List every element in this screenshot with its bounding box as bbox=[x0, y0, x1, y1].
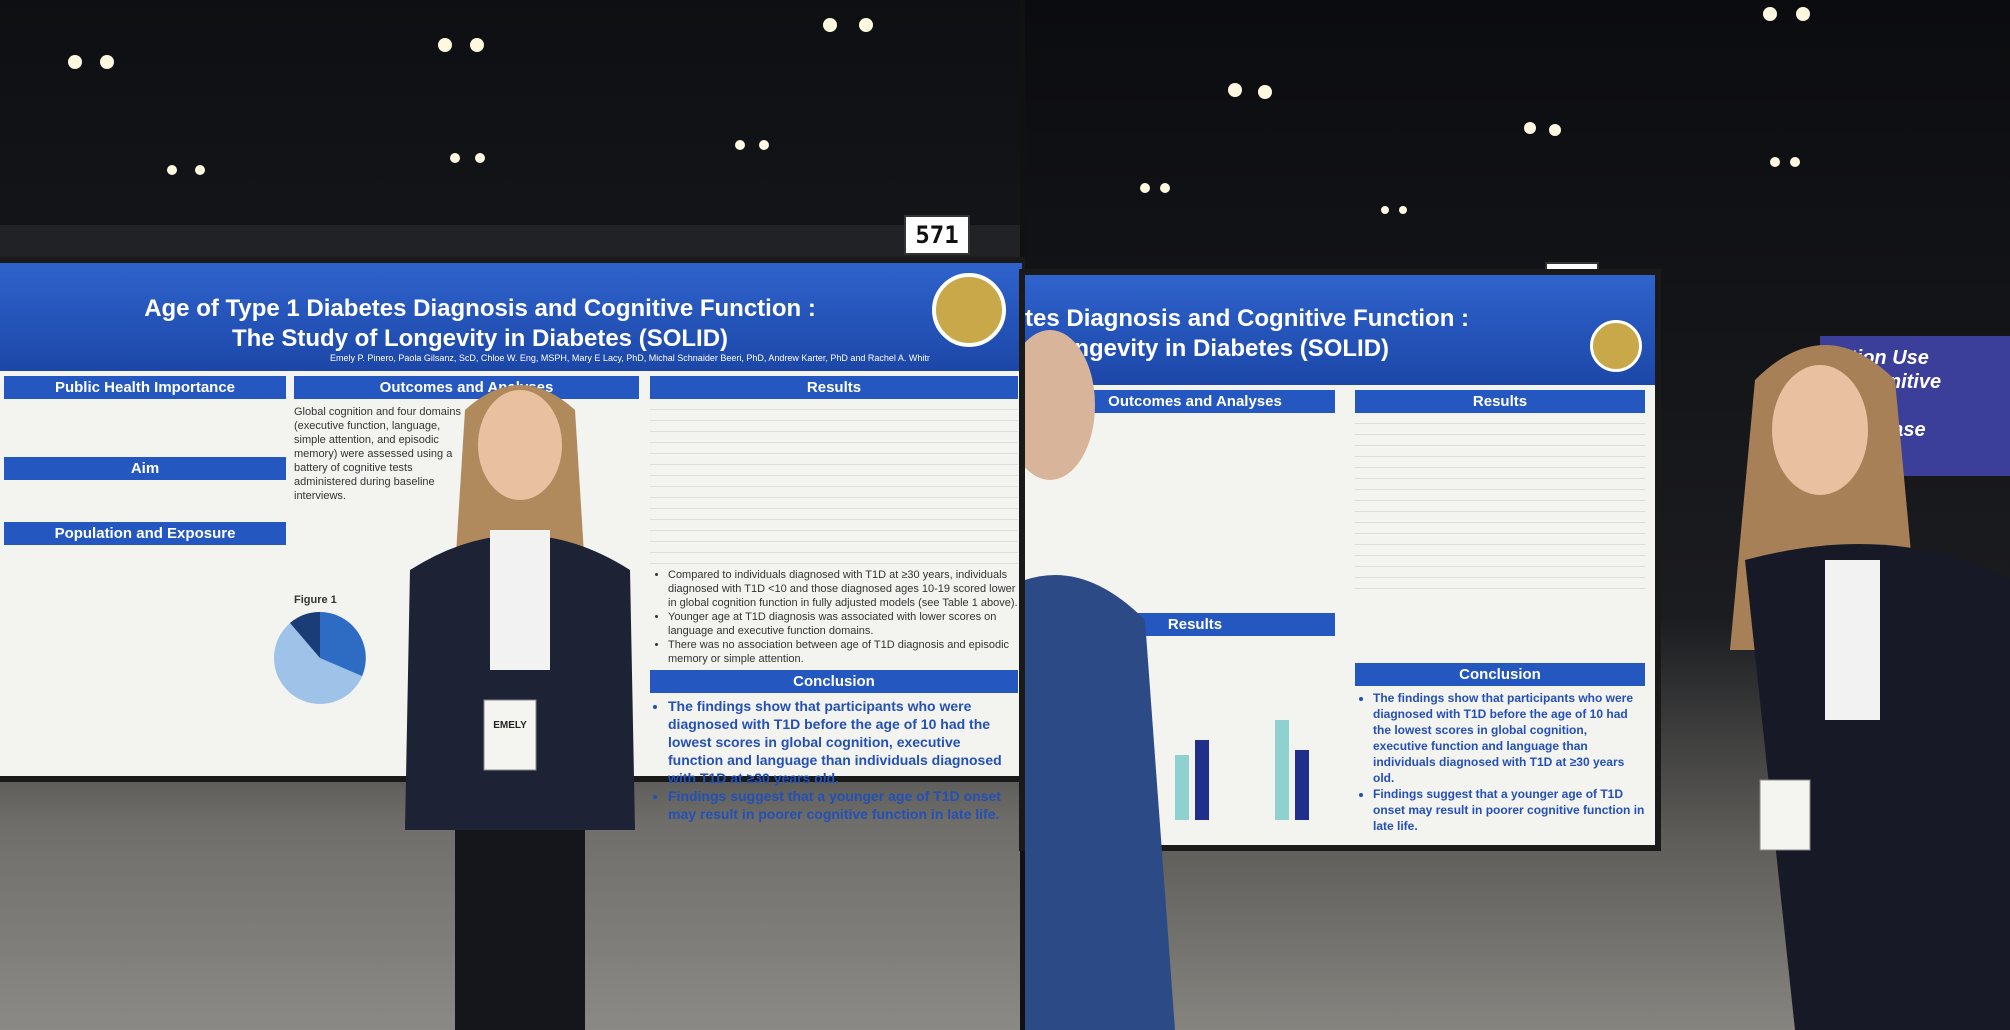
conclusion-point: The findings show that participants who … bbox=[668, 697, 1018, 787]
booth-number: 571 bbox=[904, 215, 970, 255]
university-seal bbox=[932, 273, 1006, 347]
section-heading: Public Health Importance bbox=[4, 376, 286, 399]
section-heading: Results bbox=[1355, 390, 1645, 413]
conclusion-point: The findings show that participants who … bbox=[1373, 690, 1645, 786]
figure-label: Figure 1 bbox=[294, 594, 337, 606]
conclusion-list: The findings show that participants who … bbox=[1355, 690, 1645, 834]
results-table bbox=[650, 399, 1018, 564]
section-heading: Outcomes and Analyses bbox=[1055, 390, 1335, 413]
column-2: Outcomes and Analyses Global cognition a… bbox=[294, 363, 639, 607]
results-table bbox=[1355, 413, 1645, 593]
section-heading: Outcomes and Analyses bbox=[294, 376, 639, 399]
column-2: Results Conclusion The findings show tha… bbox=[1355, 380, 1645, 838]
ceiling-lights bbox=[1140, 7, 1810, 214]
section-heading: Conclusion bbox=[1355, 663, 1645, 686]
section-heading: Results bbox=[650, 376, 1018, 399]
column-3: Results Compared to individuals diagnose… bbox=[650, 363, 1018, 827]
body-text: Global cognition and four domains (execu… bbox=[294, 406, 461, 502]
poster-title: tes Diagnosis and Cognitive Function : bbox=[1025, 305, 1470, 332]
results-list: Compared to individuals diagnosed with T… bbox=[650, 568, 1018, 666]
right-photo: 571 tes Diagnosis and Cognitive Function… bbox=[1025, 0, 2010, 1030]
poster-authors: Emely P. Pinero, Paola Gilsanz, ScD, Chl… bbox=[330, 353, 930, 363]
left-photo: 571 Age of Type 1 Diabetes Diagnosis and… bbox=[0, 0, 1020, 1030]
poster-header: tes Diagnosis and Cognitive Function : L… bbox=[1025, 275, 1655, 385]
people bbox=[1025, 330, 2010, 1030]
poster: tes Diagnosis and Cognitive Function : L… bbox=[1025, 275, 1655, 845]
poster-title: Longevity in Diabetes (SOLID) bbox=[1045, 335, 1390, 362]
poster-title: The Study of Longevity in Diabetes (SOLI… bbox=[231, 325, 729, 352]
conclusion-list: The findings show that participants who … bbox=[650, 697, 1018, 823]
poster-header: Age of Type 1 Diabetes Diagnosis and Cog… bbox=[0, 263, 1022, 371]
university-seal bbox=[1590, 320, 1642, 372]
name-tag: EMELY bbox=[493, 720, 527, 731]
conclusion-point: Findings suggest that a younger age of T… bbox=[668, 787, 1018, 823]
conclusion-point: Findings suggest that a younger age of T… bbox=[1373, 786, 1645, 834]
poster: Age of Type 1 Diabetes Diagnosis and Cog… bbox=[0, 263, 1022, 822]
presenter bbox=[405, 385, 635, 1030]
section-heading: Conclusion bbox=[650, 670, 1018, 693]
ceiling-lights bbox=[0, 18, 1020, 260]
section-heading: Aim bbox=[4, 457, 286, 480]
pie-figure bbox=[274, 611, 366, 704]
section-heading: Population and Exposure bbox=[4, 522, 286, 545]
results-point: Younger age at T1D diagnosis was associa… bbox=[668, 610, 1018, 638]
results-point: There was no association between age of … bbox=[668, 638, 1018, 666]
column-1: Public Health Importance Aim Population … bbox=[4, 376, 286, 545]
poster-title: Age of Type 1 Diabetes Diagnosis and Cog… bbox=[144, 295, 816, 322]
results-point: Compared to individuals diagnosed with T… bbox=[668, 568, 1018, 610]
